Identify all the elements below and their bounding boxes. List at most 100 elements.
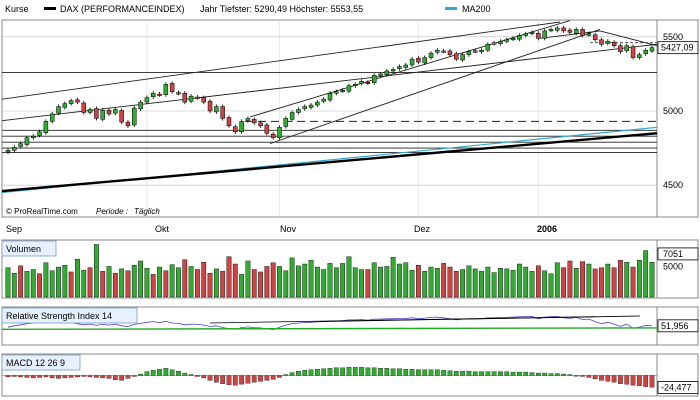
macd-bar <box>403 369 409 376</box>
macd-bar <box>378 368 383 376</box>
macd-bar <box>321 368 327 376</box>
macd-bar <box>371 367 377 376</box>
macd-bar <box>611 375 617 383</box>
macd-bar <box>637 375 642 386</box>
macd-bar <box>586 375 592 378</box>
volume-bar <box>453 271 459 298</box>
candle-up <box>643 49 648 54</box>
macd-bar <box>548 373 554 376</box>
volume-bar <box>264 266 270 298</box>
macd-bar <box>283 374 289 376</box>
macd-bar <box>447 370 453 376</box>
candle-up <box>517 35 522 40</box>
volume-bar <box>289 257 295 298</box>
rsi-axis: 51,956 <box>657 319 699 333</box>
volume-bar <box>56 266 61 298</box>
candle-up <box>510 38 516 41</box>
candle-up <box>302 106 307 109</box>
panel-title-text: Relative Strength Index 14 <box>6 311 112 321</box>
macd-bar <box>510 371 516 376</box>
macd-bar <box>333 367 339 376</box>
macd-bar <box>504 371 510 376</box>
volume-bar <box>188 266 194 298</box>
candle-up <box>378 73 383 76</box>
month-label: 2006 <box>537 224 557 234</box>
volume-bar <box>643 250 649 298</box>
candle-up <box>586 33 592 36</box>
volume-bar <box>37 273 42 298</box>
macd-title: MACD 12 26 9 <box>1 354 81 371</box>
volume-bar <box>605 263 611 298</box>
volume-bar <box>119 268 125 298</box>
macd-bar <box>390 368 396 376</box>
macd-bar <box>441 369 446 376</box>
macd-bar <box>523 371 529 376</box>
volume-bar <box>460 269 465 298</box>
macd-bar <box>277 375 282 378</box>
panel-title-text: Volumen <box>6 244 41 254</box>
rsi-last-label: 51,956 <box>661 321 689 331</box>
volume-bar <box>409 269 415 298</box>
candle-up <box>113 109 118 114</box>
macd-bar <box>630 375 636 386</box>
candle-down <box>264 124 270 134</box>
volume-bar <box>561 267 567 298</box>
volume-bar <box>365 269 371 298</box>
volume-bar <box>624 261 630 298</box>
volume-bar <box>30 269 36 298</box>
candle-up <box>384 70 390 76</box>
macd-bar <box>479 371 484 376</box>
short-trendline <box>539 30 601 39</box>
volume-bar <box>81 269 87 298</box>
lower-trendline <box>1 43 658 122</box>
candle-down <box>220 106 225 119</box>
copyright-text: © ProRealTime.com <box>6 207 78 216</box>
volume-bar <box>428 266 434 298</box>
macd-axis: -24,477 <box>657 381 699 394</box>
candle-up <box>239 121 244 133</box>
volume-bar <box>201 261 207 298</box>
candle-up <box>132 107 137 126</box>
macd-bar <box>30 375 36 379</box>
candle-up <box>466 51 472 55</box>
price-candles <box>5 25 655 155</box>
volume-bar <box>270 262 276 298</box>
candle-down <box>182 92 188 103</box>
macd-bar <box>144 371 150 376</box>
macd-bar <box>239 375 244 385</box>
candle-up <box>163 84 169 95</box>
macd-bar <box>258 375 263 382</box>
volume-bar <box>93 244 99 298</box>
macd-bar <box>232 375 238 386</box>
macd-bar <box>119 375 124 381</box>
volume-bar <box>75 258 80 298</box>
candle-down <box>169 83 175 92</box>
volume-bar <box>182 259 188 298</box>
macd-bar <box>643 375 649 387</box>
candle-down <box>251 119 257 124</box>
candle-up <box>409 58 415 66</box>
macd-bar <box>491 371 497 376</box>
series-label: DAX (PERFORMANCEINDEX) <box>60 4 185 14</box>
rsi-last-box <box>657 319 699 333</box>
candle-up <box>523 33 528 36</box>
macd-bar <box>536 372 541 376</box>
volume-bar <box>220 271 226 298</box>
volume-bar <box>169 264 175 298</box>
candle-up <box>49 113 55 122</box>
macd-bar <box>308 369 314 376</box>
candle-down <box>561 27 566 32</box>
volume-bar <box>529 271 535 298</box>
volume-bar <box>523 266 529 298</box>
volume-bar <box>586 263 592 298</box>
periode-label: Periode : <box>96 207 128 216</box>
price-tick-label: 5500 <box>663 32 683 42</box>
candle-down <box>472 50 478 53</box>
volume-bar <box>504 268 510 298</box>
macd-bar <box>460 370 465 376</box>
candle-down <box>365 81 371 84</box>
candle-down <box>454 53 459 60</box>
macd-bar <box>340 367 345 376</box>
macd-bar <box>18 375 23 378</box>
volume-bar <box>397 263 402 298</box>
